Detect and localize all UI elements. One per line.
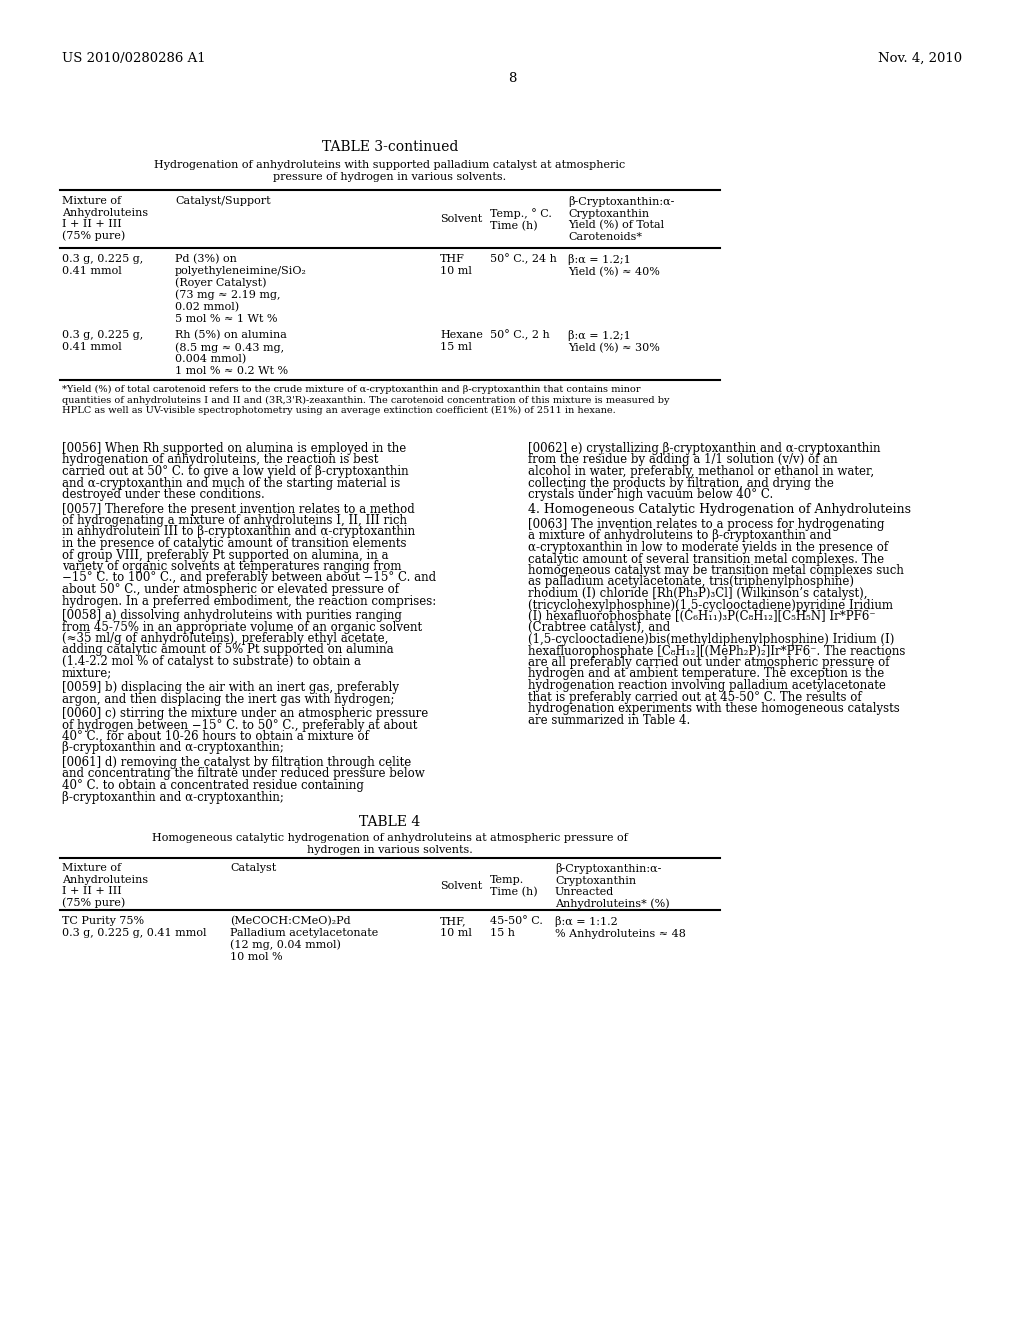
Text: that is preferably carried out at 45-50° C. The results of: that is preferably carried out at 45-50°…	[528, 690, 861, 704]
Text: homogeneous catalyst may be transition metal complexes such: homogeneous catalyst may be transition m…	[528, 564, 904, 577]
Text: 8: 8	[508, 73, 516, 84]
Text: TABLE 3-continued: TABLE 3-continued	[322, 140, 458, 154]
Text: 4. Homogeneous Catalytic Hydrogenation of Anhydroluteins: 4. Homogeneous Catalytic Hydrogenation o…	[528, 503, 911, 516]
Text: argon, and then displacing the inert gas with hydrogen;: argon, and then displacing the inert gas…	[62, 693, 394, 705]
Text: α-cryptoxanthin in low to moderate yields in the presence of: α-cryptoxanthin in low to moderate yield…	[528, 541, 888, 554]
Text: hydrogen. In a preferred embodiment, the reaction comprises:: hydrogen. In a preferred embodiment, the…	[62, 594, 436, 607]
Text: rhodium (I) chloride [Rh(Ph₃P)₃Cl] (Wilkinson’s catalyst),: rhodium (I) chloride [Rh(Ph₃P)₃Cl] (Wilk…	[528, 587, 867, 601]
Text: β:α = 1.2;1
Yield (%) ≈ 30%: β:α = 1.2;1 Yield (%) ≈ 30%	[568, 330, 659, 352]
Text: are summarized in Table 4.: are summarized in Table 4.	[528, 714, 690, 726]
Text: and α-cryptoxanthin and much of the starting material is: and α-cryptoxanthin and much of the star…	[62, 477, 400, 490]
Text: in the presence of catalytic amount of transition elements: in the presence of catalytic amount of t…	[62, 537, 407, 550]
Text: crystals under high vacuum below 40° C.: crystals under high vacuum below 40° C.	[528, 488, 773, 502]
Text: and concentrating the filtrate under reduced pressure below: and concentrating the filtrate under red…	[62, 767, 425, 780]
Text: [0062] e) crystallizing β-cryptoxanthin and α-cryptoxanthin: [0062] e) crystallizing β-cryptoxanthin …	[528, 442, 881, 455]
Text: 0.3 g, 0.225 g,
0.41 mmol: 0.3 g, 0.225 g, 0.41 mmol	[62, 253, 143, 276]
Text: *Yield (%) of total carotenoid refers to the crude mixture of α-cryptoxanthin an: *Yield (%) of total carotenoid refers to…	[62, 385, 670, 416]
Text: [0059] b) displacing the air with an inert gas, preferably: [0059] b) displacing the air with an ine…	[62, 681, 399, 694]
Text: of hydrogenating a mixture of anhydroluteins I, II, III rich: of hydrogenating a mixture of anhydrolut…	[62, 513, 407, 527]
Text: Homogeneous catalytic hydrogenation of anhydroluteins at atmospheric pressure of: Homogeneous catalytic hydrogenation of a…	[153, 833, 628, 854]
Text: are all preferably carried out under atmospheric pressure of: are all preferably carried out under atm…	[528, 656, 890, 669]
Text: (1.4-2.2 mol % of catalyst to substrate) to obtain a: (1.4-2.2 mol % of catalyst to substrate)…	[62, 655, 361, 668]
Text: (1,5-cyclooctadiene)bis(methyldiphenylphosphine) Iridium (I): (1,5-cyclooctadiene)bis(methyldiphenylph…	[528, 634, 894, 645]
Text: collecting the products by filtration, and drying the: collecting the products by filtration, a…	[528, 477, 834, 490]
Text: (MeCOCH:CMeO)₂Pd
Palladium acetylacetonate
(12 mg, 0.04 mmol)
10 mol %: (MeCOCH:CMeO)₂Pd Palladium acetylacetona…	[230, 916, 378, 962]
Text: β:α = 1:1.2
% Anhydroluteins ≈ 48: β:α = 1:1.2 % Anhydroluteins ≈ 48	[555, 916, 686, 939]
Text: Catalyst/Support: Catalyst/Support	[175, 195, 270, 206]
Text: hydrogenation experiments with these homogeneous catalysts: hydrogenation experiments with these hom…	[528, 702, 900, 715]
Text: THF
10 ml: THF 10 ml	[440, 253, 472, 276]
Text: (I) hexafluorophosphate [(C₆H₁₁)₃P(C₈H₁₂][C₅H₅N] Ir*PF6⁻: (I) hexafluorophosphate [(C₆H₁₁)₃P(C₈H₁₂…	[528, 610, 876, 623]
Text: 50° C., 2 h: 50° C., 2 h	[490, 330, 550, 341]
Text: β-Cryptoxanthin:α-
Cryptoxanthin
Unreacted
Anhydroluteins* (%): β-Cryptoxanthin:α- Cryptoxanthin Unreact…	[555, 863, 670, 909]
Text: [0057] Therefore the present invention relates to a method: [0057] Therefore the present invention r…	[62, 503, 415, 516]
Text: Solvent: Solvent	[440, 880, 482, 891]
Text: alcohol in water, preferably, methanol or ethanol in water,: alcohol in water, preferably, methanol o…	[528, 465, 874, 478]
Text: [0060] c) stirring the mixture under an atmospheric pressure: [0060] c) stirring the mixture under an …	[62, 708, 428, 719]
Text: [0061] d) removing the catalyst by filtration through celite: [0061] d) removing the catalyst by filtr…	[62, 756, 412, 770]
Text: hexafluorophosphate [C₈H₁₂][(MePh₂P)₂]Ir*PF6⁻. The reactions: hexafluorophosphate [C₈H₁₂][(MePh₂P)₂]Ir…	[528, 644, 905, 657]
Text: Solvent: Solvent	[440, 214, 482, 224]
Text: catalytic amount of several transition metal complexes. The: catalytic amount of several transition m…	[528, 553, 884, 565]
Text: of hydrogen between −15° C. to 50° C., preferably at about: of hydrogen between −15° C. to 50° C., p…	[62, 718, 418, 731]
Text: destroyed under these conditions.: destroyed under these conditions.	[62, 488, 265, 502]
Text: about 50° C., under atmospheric or elevated pressure of: about 50° C., under atmospheric or eleva…	[62, 583, 399, 597]
Text: from 45-75% in an appropriate volume of an organic solvent: from 45-75% in an appropriate volume of …	[62, 620, 422, 634]
Text: in anhydrolutein III to β-cryptoxanthin and α-cryptoxanthin: in anhydrolutein III to β-cryptoxanthin …	[62, 525, 415, 539]
Text: Hexane
15 ml: Hexane 15 ml	[440, 330, 483, 351]
Text: adding catalytic amount of 5% Pt supported on alumina: adding catalytic amount of 5% Pt support…	[62, 644, 393, 656]
Text: 40° C. to obtain a concentrated residue containing: 40° C. to obtain a concentrated residue …	[62, 779, 364, 792]
Text: hydrogenation of anhydroluteins, the reaction is best: hydrogenation of anhydroluteins, the rea…	[62, 454, 379, 466]
Text: Rh (5%) on alumina
(8.5 mg ≈ 0.43 mg,
0.004 mmol)
1 mol % ≈ 0.2 Wt %: Rh (5%) on alumina (8.5 mg ≈ 0.43 mg, 0.…	[175, 330, 288, 376]
Text: Mixture of
Anhydroluteins
I + II + III
(75% pure): Mixture of Anhydroluteins I + II + III (…	[62, 195, 148, 242]
Text: β-cryptoxanthin and α-cryptoxanthin;: β-cryptoxanthin and α-cryptoxanthin;	[62, 742, 284, 755]
Text: Temp., ° C.
Time (h): Temp., ° C. Time (h)	[490, 209, 552, 231]
Text: Mixture of
Anhydroluteins
I + II + III
(75% pure): Mixture of Anhydroluteins I + II + III (…	[62, 863, 148, 908]
Text: [0058] a) dissolving anhydroluteins with purities ranging: [0058] a) dissolving anhydroluteins with…	[62, 609, 401, 622]
Text: variety of organic solvents at temperatures ranging from: variety of organic solvents at temperatu…	[62, 560, 401, 573]
Text: Nov. 4, 2010: Nov. 4, 2010	[878, 51, 962, 65]
Text: hydrogenation reaction involving palladium acetylacetonate: hydrogenation reaction involving palladi…	[528, 678, 886, 692]
Text: of group VIII, preferably Pt supported on alumina, in a: of group VIII, preferably Pt supported o…	[62, 549, 388, 561]
Text: β-Cryptoxanthin:α-
Cryptoxanthin
Yield (%) of Total
Carotenoids*: β-Cryptoxanthin:α- Cryptoxanthin Yield (…	[568, 195, 675, 242]
Text: −15° C. to 100° C., and preferably between about −15° C. and: −15° C. to 100° C., and preferably betwe…	[62, 572, 436, 585]
Text: 45-50° C.
15 h: 45-50° C. 15 h	[490, 916, 543, 937]
Text: US 2010/0280286 A1: US 2010/0280286 A1	[62, 51, 206, 65]
Text: TC Purity 75%
0.3 g, 0.225 g, 0.41 mmol: TC Purity 75% 0.3 g, 0.225 g, 0.41 mmol	[62, 916, 207, 937]
Text: carried out at 50° C. to give a low yield of β-cryptoxanthin: carried out at 50° C. to give a low yiel…	[62, 465, 409, 478]
Text: a mixture of anhydroluteins to β-cryptoxanthin and: a mixture of anhydroluteins to β-cryptox…	[528, 529, 831, 543]
Text: [0063] The invention relates to a process for hydrogenating: [0063] The invention relates to a proces…	[528, 517, 885, 531]
Text: β:α = 1.2;1
Yield (%) ≈ 40%: β:α = 1.2;1 Yield (%) ≈ 40%	[568, 253, 659, 277]
Text: from the residue by adding a 1/1 solution (v/v) of an: from the residue by adding a 1/1 solutio…	[528, 454, 838, 466]
Text: THF,
10 ml: THF, 10 ml	[440, 916, 472, 937]
Text: 50° C., 24 h: 50° C., 24 h	[490, 253, 557, 264]
Text: TABLE 4: TABLE 4	[359, 814, 421, 829]
Text: Catalyst: Catalyst	[230, 863, 276, 873]
Text: (≈35 ml/g of anhydroluteins), preferably ethyl acetate,: (≈35 ml/g of anhydroluteins), preferably…	[62, 632, 388, 645]
Text: β-cryptoxanthin and α-cryptoxanthin;: β-cryptoxanthin and α-cryptoxanthin;	[62, 791, 284, 804]
Text: (tricyclohexylphosphine)(1,5-cyclooctadiene)pyridine Iridium: (tricyclohexylphosphine)(1,5-cyclooctadi…	[528, 598, 893, 611]
Text: 0.3 g, 0.225 g,
0.41 mmol: 0.3 g, 0.225 g, 0.41 mmol	[62, 330, 143, 351]
Text: Pd (3%) on
polyethyleneimine/SiO₂
(Royer Catalyst)
(73 mg ≈ 2.19 mg,
0.02 mmol)
: Pd (3%) on polyethyleneimine/SiO₂ (Royer…	[175, 253, 307, 323]
Text: (Crabtree catalyst), and: (Crabtree catalyst), and	[528, 622, 671, 635]
Text: Hydrogenation of anhydroluteins with supported palladium catalyst at atmospheric: Hydrogenation of anhydroluteins with sup…	[155, 160, 626, 182]
Text: Temp.
Time (h): Temp. Time (h)	[490, 875, 538, 898]
Text: hydrogen and at ambient temperature. The exception is the: hydrogen and at ambient temperature. The…	[528, 668, 885, 681]
Text: [0056] When Rh supported on alumina is employed in the: [0056] When Rh supported on alumina is e…	[62, 442, 407, 455]
Text: 40° C., for about 10-26 hours to obtain a mixture of: 40° C., for about 10-26 hours to obtain …	[62, 730, 369, 743]
Text: mixture;: mixture;	[62, 667, 113, 680]
Text: as palladium acetylacetonate, tris(triphenylphosphine): as palladium acetylacetonate, tris(triph…	[528, 576, 854, 589]
